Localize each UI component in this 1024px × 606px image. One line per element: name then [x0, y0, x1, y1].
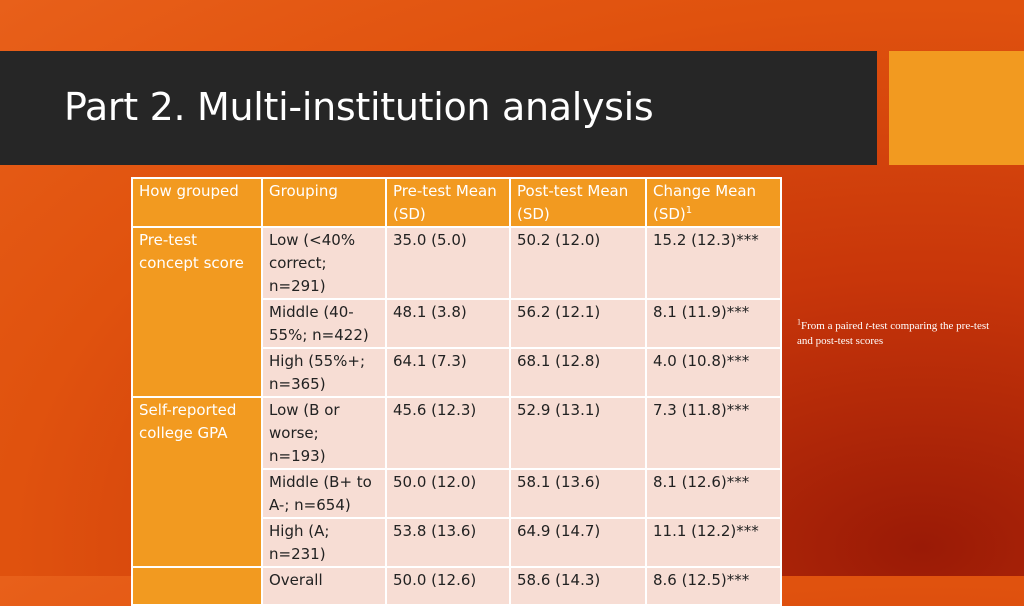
group-label-pre-test-concept-score: Pre-test concept score	[131, 226, 263, 398]
grouping-cell: Overall	[261, 566, 387, 606]
change-cell: 7.3 (11.8)***	[645, 396, 782, 470]
table-row: Pre-test concept score Low (<40% correct…	[131, 226, 782, 398]
accent-box	[889, 51, 1024, 165]
table-row: Middle (B+ to A-; n=654) 50.0 (12.0) 58.…	[132, 468, 782, 519]
pre-test-cell: 35.0 (5.0)	[385, 226, 511, 300]
header-change-footnote-marker: 1	[685, 205, 693, 216]
header-change-label: Change Mean (SD)	[653, 182, 757, 223]
group-label-self-reported-gpa: Self-reported college GPA	[131, 396, 263, 568]
post-test-cell: 58.6 (14.3)	[509, 566, 647, 606]
footnote: 1From a paired t-test comparing the pre-…	[797, 317, 997, 349]
grouping-cell: Middle (40-55%; n=422)	[261, 298, 387, 349]
pre-test-cell: 50.0 (12.6)	[385, 566, 511, 606]
pre-test-cell: 48.1 (3.8)	[385, 298, 511, 349]
post-test-cell: 68.1 (12.8)	[509, 347, 647, 398]
grouping-cell: High (A; n=231)	[261, 517, 387, 568]
post-test-cell: 64.9 (14.7)	[509, 517, 647, 568]
table-row: High (55%+; n=365) 64.1 (7.3) 68.1 (12.8…	[132, 347, 782, 398]
slide-title: Part 2. Multi-institution analysis	[64, 85, 654, 129]
table-header-row: How grouped Grouping Pre-test Mean (SD) …	[131, 177, 782, 228]
pre-test-cell: 50.0 (12.0)	[385, 468, 511, 519]
footnote-text-after: -test comparing the pre-test and post-te…	[797, 320, 990, 347]
header-pre-test: Pre-test Mean (SD)	[385, 177, 511, 228]
change-cell: 8.1 (11.9)***	[645, 298, 782, 349]
footnote-text-before: From a paired	[801, 320, 866, 332]
header-how-grouped: How grouped	[131, 177, 263, 228]
change-cell: 8.6 (12.5)***	[645, 566, 782, 606]
grouping-cell: Low (<40% correct; n=291)	[261, 226, 387, 300]
table-row: High (A; n=231) 53.8 (13.6) 64.9 (14.7) …	[132, 517, 782, 568]
footnote-marker: 1	[797, 317, 801, 327]
pre-test-cell: 53.8 (13.6)	[385, 517, 511, 568]
header-change: Change Mean (SD)1	[645, 177, 782, 228]
table-row: Overall 50.0 (12.6) 58.6 (14.3) 8.6 (12.…	[131, 566, 782, 606]
empty-group-cell	[131, 566, 263, 606]
results-table: How grouped Grouping Pre-test Mean (SD) …	[131, 177, 782, 606]
footnote-italic-t: t	[865, 320, 869, 332]
post-test-cell: 52.9 (13.1)	[509, 396, 647, 470]
grouping-cell: Middle (B+ to A-; n=654)	[261, 468, 387, 519]
table-row: Self-reported college GPA Low (B or wors…	[131, 396, 782, 568]
change-cell: 15.2 (12.3)***	[645, 226, 782, 300]
change-cell: 11.1 (12.2)***	[645, 517, 782, 568]
post-test-cell: 50.2 (12.0)	[509, 226, 647, 300]
table-row: Middle (40-55%; n=422) 48.1 (3.8) 56.2 (…	[132, 298, 782, 349]
grouping-cell: High (55%+; n=365)	[261, 347, 387, 398]
change-cell: 8.1 (12.6)***	[645, 468, 782, 519]
title-bar	[0, 51, 877, 165]
post-test-cell: 58.1 (13.6)	[509, 468, 647, 519]
pre-test-cell: 64.1 (7.3)	[385, 347, 511, 398]
pre-test-cell: 45.6 (12.3)	[385, 396, 511, 470]
header-post-test: Post-test Mean (SD)	[509, 177, 647, 228]
post-test-cell: 56.2 (12.1)	[509, 298, 647, 349]
grouping-cell: Low (B or worse; n=193)	[261, 396, 387, 470]
header-grouping: Grouping	[261, 177, 387, 228]
change-cell: 4.0 (10.8)***	[645, 347, 782, 398]
